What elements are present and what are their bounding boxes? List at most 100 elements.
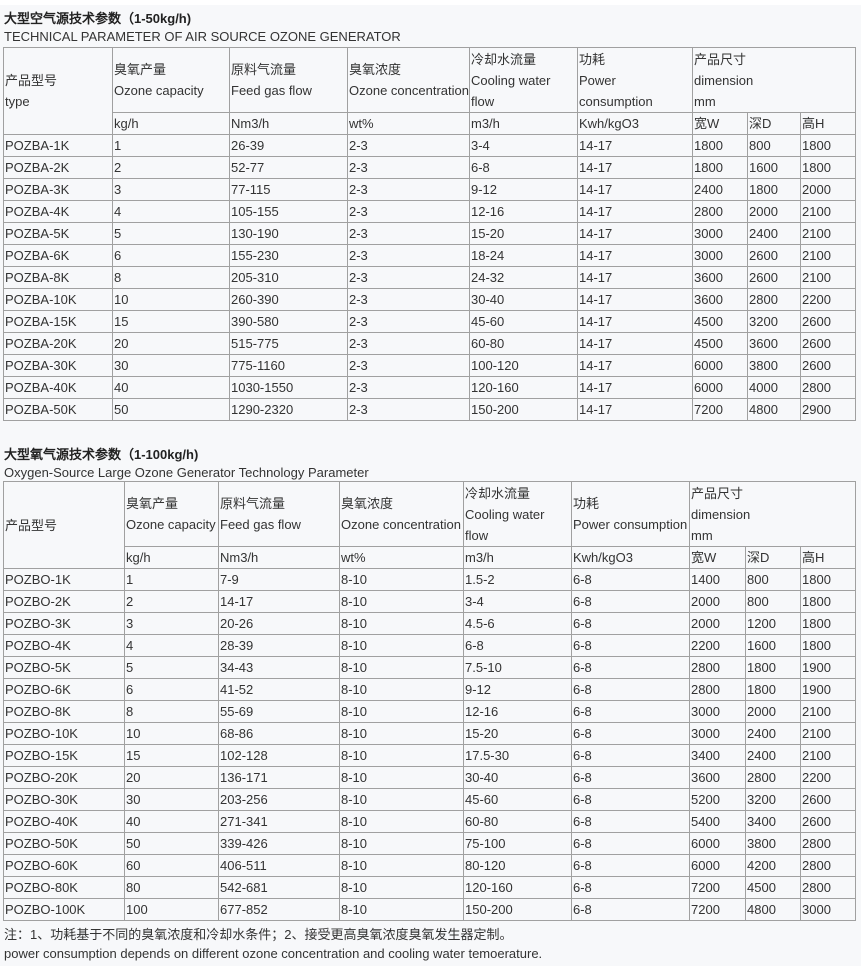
value-cell: 2100 — [800, 266, 856, 289]
value-cell: 17.5-30 — [463, 744, 572, 767]
value-cell: 5400 — [689, 810, 746, 833]
value-cell: 203-256 — [218, 788, 340, 811]
value-cell: 1800 — [747, 178, 801, 201]
table-row: POZBO-6K 6 41-52 8-10 9-12 6-8 2800 1800 1900 — [3, 678, 856, 701]
value-cell: 28-39 — [218, 634, 340, 657]
model-cell: POZBA-30K — [3, 354, 113, 377]
value-cell: 2800 — [800, 876, 856, 899]
value-cell: 8-10 — [339, 854, 464, 877]
value-cell: 8 — [124, 700, 219, 723]
value-cell: 4500 — [745, 876, 801, 899]
value-cell: 15 — [124, 744, 219, 767]
value-cell: 2800 — [689, 678, 746, 701]
header-cooling-line: 冷却水流量 — [465, 485, 531, 501]
value-cell: 50 — [124, 832, 219, 855]
value-cell: 6-8 — [571, 634, 690, 657]
header-feed-line: Feed gas flow — [231, 83, 312, 98]
value-cell: 15-20 — [463, 722, 572, 745]
value-cell: 1800 — [800, 590, 856, 613]
value-cell: 2000 — [745, 700, 801, 723]
value-cell: 2600 — [800, 310, 856, 333]
value-cell: 30 — [112, 354, 230, 377]
model-cell: POZBO-80K — [3, 876, 125, 899]
value-cell: 2000 — [747, 200, 801, 223]
top-strip — [0, 0, 861, 5]
value-cell: 2800 — [800, 376, 856, 399]
value-cell: 271-341 — [218, 810, 340, 833]
model-cell: POZBO-4K — [3, 634, 125, 657]
value-cell: 6-8 — [469, 156, 578, 179]
value-cell: 8-10 — [339, 612, 464, 635]
table-row: POZBO-8K 8 55-69 8-10 12-16 6-8 3000 2000 2100 — [3, 700, 856, 723]
value-cell: 120-160 — [469, 376, 578, 399]
table-row: POZBA-4K 4 105-155 2-3 12-16 14-17 2800 2000 210… — [3, 200, 856, 223]
value-cell: 2000 — [800, 178, 856, 201]
model-cell: POZBO-50K — [3, 832, 125, 855]
table-row: POZBO-2K 2 14-17 8-10 3-4 6-8 2000 800 1800 — [3, 590, 856, 613]
header-power: 功耗 Power consumption — [571, 481, 690, 547]
value-cell: 1200 — [745, 612, 801, 635]
value-cell: 3000 — [692, 244, 748, 267]
value-cell: 2-3 — [347, 244, 470, 267]
model-cell: POZBO-2K — [3, 590, 125, 613]
value-cell: 4000 — [747, 376, 801, 399]
model-cell: POZBA-8K — [3, 266, 113, 289]
value-cell: 20 — [112, 332, 230, 355]
header-feed: 原料气流量 Feed gas flow — [229, 47, 348, 113]
header-cooling-line: 冷却水流量 — [471, 51, 537, 67]
value-cell: 542-681 — [218, 876, 340, 899]
value-cell: 2-3 — [347, 134, 470, 157]
value-cell: 2800 — [692, 200, 748, 223]
value-cell: 339-426 — [218, 832, 340, 855]
value-cell: 6-8 — [571, 700, 690, 723]
table-row: POZBO-40K 40 271-341 8-10 60-80 6-8 5400 3400 26… — [3, 810, 856, 833]
header-capacity: 臭氧产量 Ozone capacity — [124, 481, 219, 547]
value-cell: 1030-1550 — [229, 376, 348, 399]
value-cell: 40 — [124, 810, 219, 833]
value-cell: 2-3 — [347, 288, 470, 311]
value-cell: 14-17 — [577, 332, 693, 355]
value-cell: 3600 — [692, 288, 748, 311]
unit-cell: kg/h — [124, 546, 219, 569]
model-cell: POZBO-1K — [3, 568, 125, 591]
value-cell: 55-69 — [218, 700, 340, 723]
value-cell: 2200 — [689, 634, 746, 657]
value-cell: 6 — [112, 244, 230, 267]
table-row: POZBO-30K 30 203-256 8-10 45-60 6-8 5200 3200 26… — [3, 788, 856, 811]
value-cell: 45-60 — [469, 310, 578, 333]
model-cell: POZBO-10K — [3, 722, 125, 745]
value-cell: 15-20 — [469, 222, 578, 245]
value-cell: 12-16 — [469, 200, 578, 223]
value-cell: 6-8 — [571, 876, 690, 899]
value-cell: 6000 — [689, 832, 746, 855]
value-cell: 8-10 — [339, 568, 464, 591]
header-cooling-line: flow — [465, 527, 489, 543]
value-cell: 2200 — [800, 766, 856, 789]
header-power-line: Power consumption — [573, 517, 688, 532]
value-cell: 8-10 — [339, 810, 464, 833]
model-cell: POZBO-100K — [3, 898, 125, 921]
table-row: POZBA-20K 20 515-775 2-3 60-80 14-17 4500 3600 2… — [3, 332, 856, 355]
value-cell: 2 — [112, 156, 230, 179]
table-row: POZBA-40K 40 1030-1550 2-3 120-160 14-17 6000 4… — [3, 376, 856, 399]
header-concentration-line: 臭氧浓度 — [341, 496, 394, 511]
value-cell: 3-4 — [463, 590, 572, 613]
value-cell: 6000 — [692, 376, 748, 399]
value-cell: 80 — [124, 876, 219, 899]
value-cell: 2000 — [689, 590, 746, 613]
value-cell: 2800 — [800, 832, 856, 855]
value-cell: 2900 — [800, 398, 856, 421]
value-cell: 3-4 — [469, 134, 578, 157]
unit-cell: kg/h — [112, 112, 230, 135]
header-dimension-line: dimension — [694, 72, 754, 88]
air-table-title: 大型空气源技术参数（1-50kg/h) — [4, 11, 192, 26]
model-cell: POZBA-1K — [3, 134, 113, 157]
model-cell: POZBA-10K — [3, 288, 113, 311]
header-concentration-line: Ozone concentration — [341, 517, 461, 532]
model-cell: POZBA-50K — [3, 398, 113, 421]
value-cell: 100 — [124, 898, 219, 921]
value-cell: 3000 — [689, 722, 746, 745]
header-power: 功耗 Power consumption — [577, 47, 693, 113]
table-row: POZBA-10K 10 260-390 2-3 30-40 14-17 3600 2800 2… — [3, 288, 856, 311]
header-power-line: 功耗 — [573, 496, 600, 511]
